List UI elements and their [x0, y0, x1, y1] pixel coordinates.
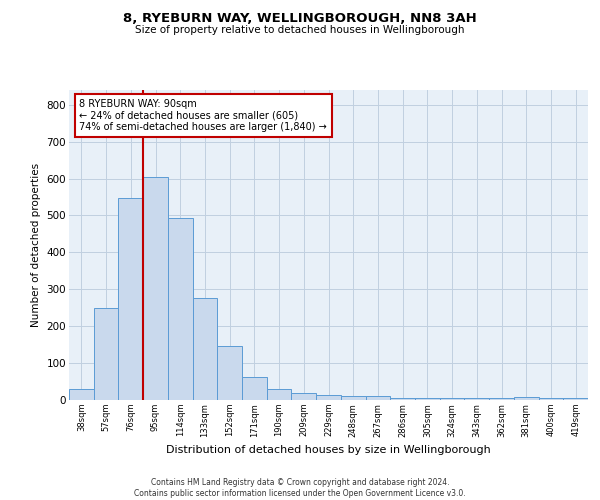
Bar — [440, 398, 464, 400]
Text: 8, RYEBURN WAY, WELLINGBOROUGH, NN8 3AH: 8, RYEBURN WAY, WELLINGBOROUGH, NN8 3AH — [123, 12, 477, 26]
X-axis label: Distribution of detached houses by size in Wellingborough: Distribution of detached houses by size … — [166, 445, 491, 455]
Bar — [267, 389, 292, 400]
Bar — [341, 396, 365, 400]
Text: Size of property relative to detached houses in Wellingborough: Size of property relative to detached ho… — [135, 25, 465, 35]
Bar — [489, 398, 514, 400]
Text: Contains HM Land Registry data © Crown copyright and database right 2024.
Contai: Contains HM Land Registry data © Crown c… — [134, 478, 466, 498]
Bar — [168, 218, 193, 400]
Bar — [69, 389, 94, 400]
Bar — [193, 298, 217, 400]
Bar — [242, 377, 267, 400]
Bar — [292, 394, 316, 400]
Text: 8 RYEBURN WAY: 90sqm
← 24% of detached houses are smaller (605)
74% of semi-deta: 8 RYEBURN WAY: 90sqm ← 24% of detached h… — [79, 100, 327, 132]
Bar — [118, 198, 143, 400]
Bar — [316, 395, 341, 400]
Y-axis label: Number of detached properties: Number of detached properties — [31, 163, 41, 327]
Bar — [143, 178, 168, 400]
Bar — [390, 398, 415, 400]
Bar — [514, 397, 539, 400]
Bar — [563, 398, 588, 400]
Bar — [94, 308, 118, 400]
Bar — [365, 396, 390, 400]
Bar — [415, 398, 440, 400]
Bar — [539, 398, 563, 400]
Bar — [464, 398, 489, 400]
Bar — [217, 346, 242, 400]
